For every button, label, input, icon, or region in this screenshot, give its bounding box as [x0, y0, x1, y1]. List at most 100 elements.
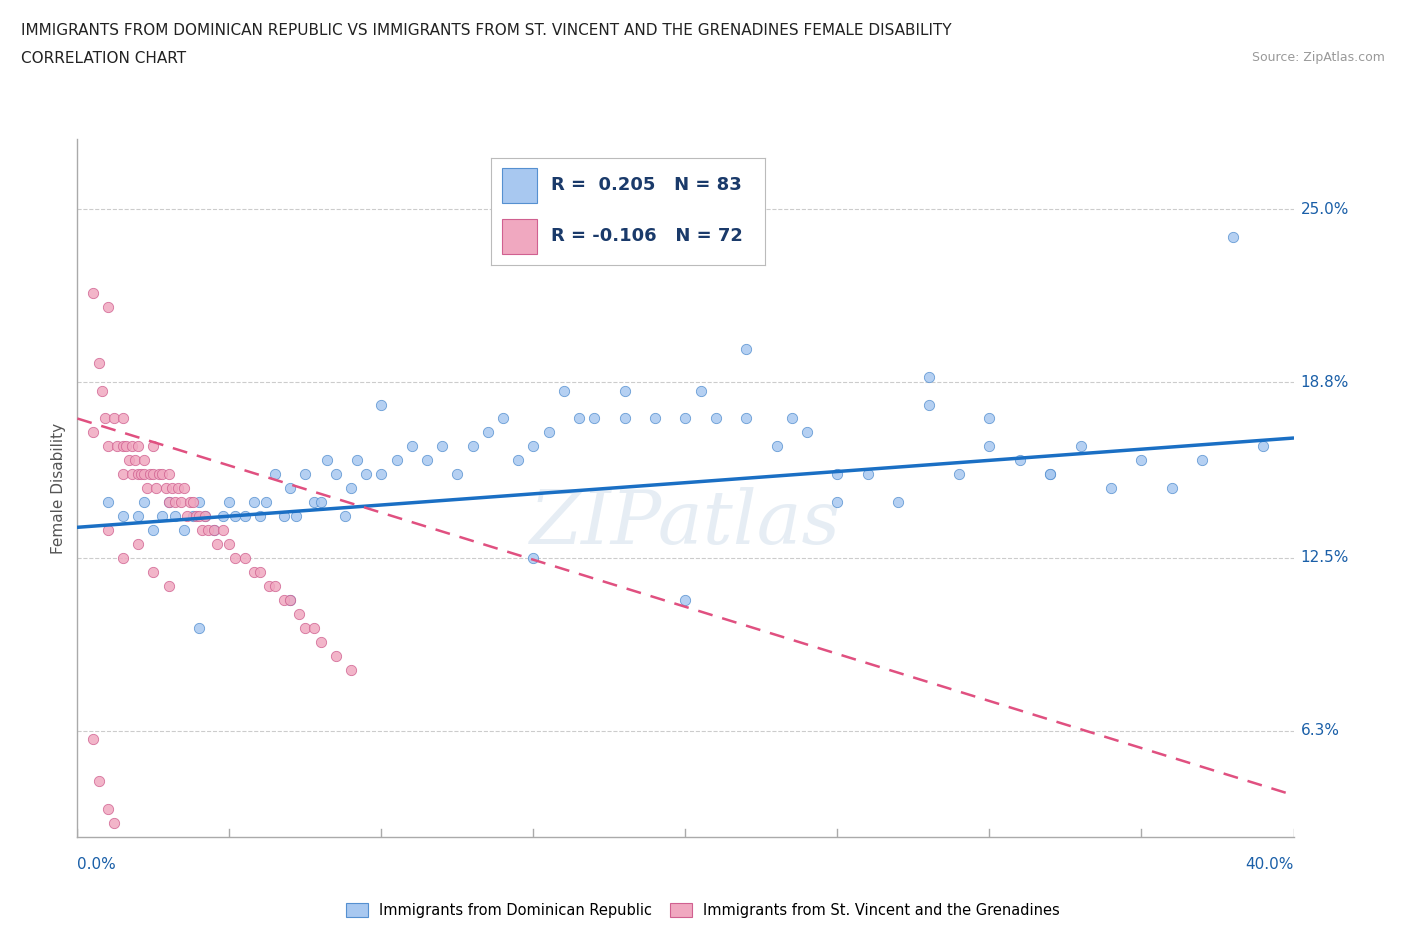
- Point: [294, 467, 316, 482]
- Point: [87, 355, 110, 370]
- Point: [613, 383, 636, 398]
- Point: [979, 411, 1001, 426]
- Text: Source: ZipAtlas.com: Source: ZipAtlas.com: [1251, 51, 1385, 64]
- Point: [887, 495, 910, 510]
- Point: [179, 495, 201, 510]
- Point: [354, 467, 377, 482]
- Point: [249, 509, 271, 524]
- Point: [212, 523, 235, 538]
- Point: [325, 648, 347, 663]
- Point: [979, 439, 1001, 454]
- Text: IMMIGRANTS FROM DOMINICAN REPUBLIC VS IMMIGRANTS FROM ST. VINCENT AND THE GRENAD: IMMIGRANTS FROM DOMINICAN REPUBLIC VS IM…: [21, 23, 952, 38]
- Point: [553, 383, 575, 398]
- Point: [82, 732, 104, 747]
- Point: [134, 495, 156, 510]
- Point: [111, 509, 134, 524]
- Point: [704, 411, 727, 426]
- Text: ZIPatlas: ZIPatlas: [530, 487, 841, 559]
- Point: [188, 620, 211, 635]
- Point: [689, 383, 711, 398]
- Point: [103, 411, 125, 426]
- Point: [309, 495, 332, 510]
- Point: [224, 509, 246, 524]
- Point: [522, 439, 544, 454]
- Point: [129, 467, 152, 482]
- Point: [827, 467, 849, 482]
- Point: [1222, 230, 1244, 245]
- Point: [118, 453, 141, 468]
- Text: 40.0%: 40.0%: [1246, 857, 1294, 872]
- Point: [537, 425, 560, 440]
- Point: [134, 467, 156, 482]
- Point: [1039, 467, 1062, 482]
- Point: [315, 453, 337, 468]
- Point: [111, 439, 134, 454]
- Point: [273, 592, 295, 607]
- Point: [780, 411, 803, 426]
- Point: [111, 467, 134, 482]
- Point: [97, 523, 120, 538]
- Point: [257, 578, 280, 593]
- Point: [90, 383, 112, 398]
- Point: [181, 495, 204, 510]
- Point: [1099, 481, 1122, 496]
- Point: [188, 509, 211, 524]
- Point: [111, 551, 134, 565]
- Point: [127, 509, 149, 524]
- Point: [675, 592, 697, 607]
- Point: [218, 495, 240, 510]
- Point: [430, 439, 453, 454]
- Point: [157, 495, 180, 510]
- Point: [304, 495, 326, 510]
- Point: [278, 592, 301, 607]
- Point: [1008, 453, 1031, 468]
- Point: [249, 565, 271, 579]
- Point: [1161, 481, 1184, 496]
- Point: [613, 411, 636, 426]
- Point: [181, 509, 204, 524]
- Point: [93, 411, 115, 426]
- Point: [152, 509, 174, 524]
- Point: [278, 481, 301, 496]
- Point: [218, 537, 240, 551]
- Point: [735, 411, 758, 426]
- Point: [184, 509, 207, 524]
- Point: [856, 467, 879, 482]
- Point: [948, 467, 970, 482]
- Legend: Immigrants from Dominican Republic, Immigrants from St. Vincent and the Grenadin: Immigrants from Dominican Republic, Immi…: [342, 899, 1064, 923]
- Point: [1130, 453, 1153, 468]
- Point: [205, 537, 228, 551]
- Point: [273, 509, 295, 524]
- Point: [340, 662, 363, 677]
- Point: [163, 495, 186, 510]
- Point: [918, 369, 941, 384]
- Point: [173, 523, 195, 538]
- Point: [735, 341, 758, 356]
- Point: [188, 495, 211, 510]
- Point: [176, 509, 198, 524]
- Point: [145, 481, 167, 496]
- Point: [148, 467, 170, 482]
- Point: [254, 495, 277, 510]
- Point: [264, 578, 287, 593]
- Point: [127, 467, 149, 482]
- Point: [304, 620, 326, 635]
- Point: [97, 802, 120, 817]
- Point: [202, 523, 225, 538]
- Point: [97, 299, 120, 314]
- Point: [212, 509, 235, 524]
- Text: 18.8%: 18.8%: [1301, 375, 1348, 390]
- Point: [461, 439, 484, 454]
- Point: [333, 509, 356, 524]
- Point: [127, 537, 149, 551]
- Point: [136, 481, 159, 496]
- Point: [134, 453, 156, 468]
- Point: [82, 425, 104, 440]
- Point: [522, 551, 544, 565]
- Point: [194, 509, 217, 524]
- Text: R = -0.106   N = 72: R = -0.106 N = 72: [551, 227, 742, 246]
- Point: [346, 453, 368, 468]
- Point: [1039, 467, 1062, 482]
- Point: [142, 439, 165, 454]
- Point: [82, 286, 104, 300]
